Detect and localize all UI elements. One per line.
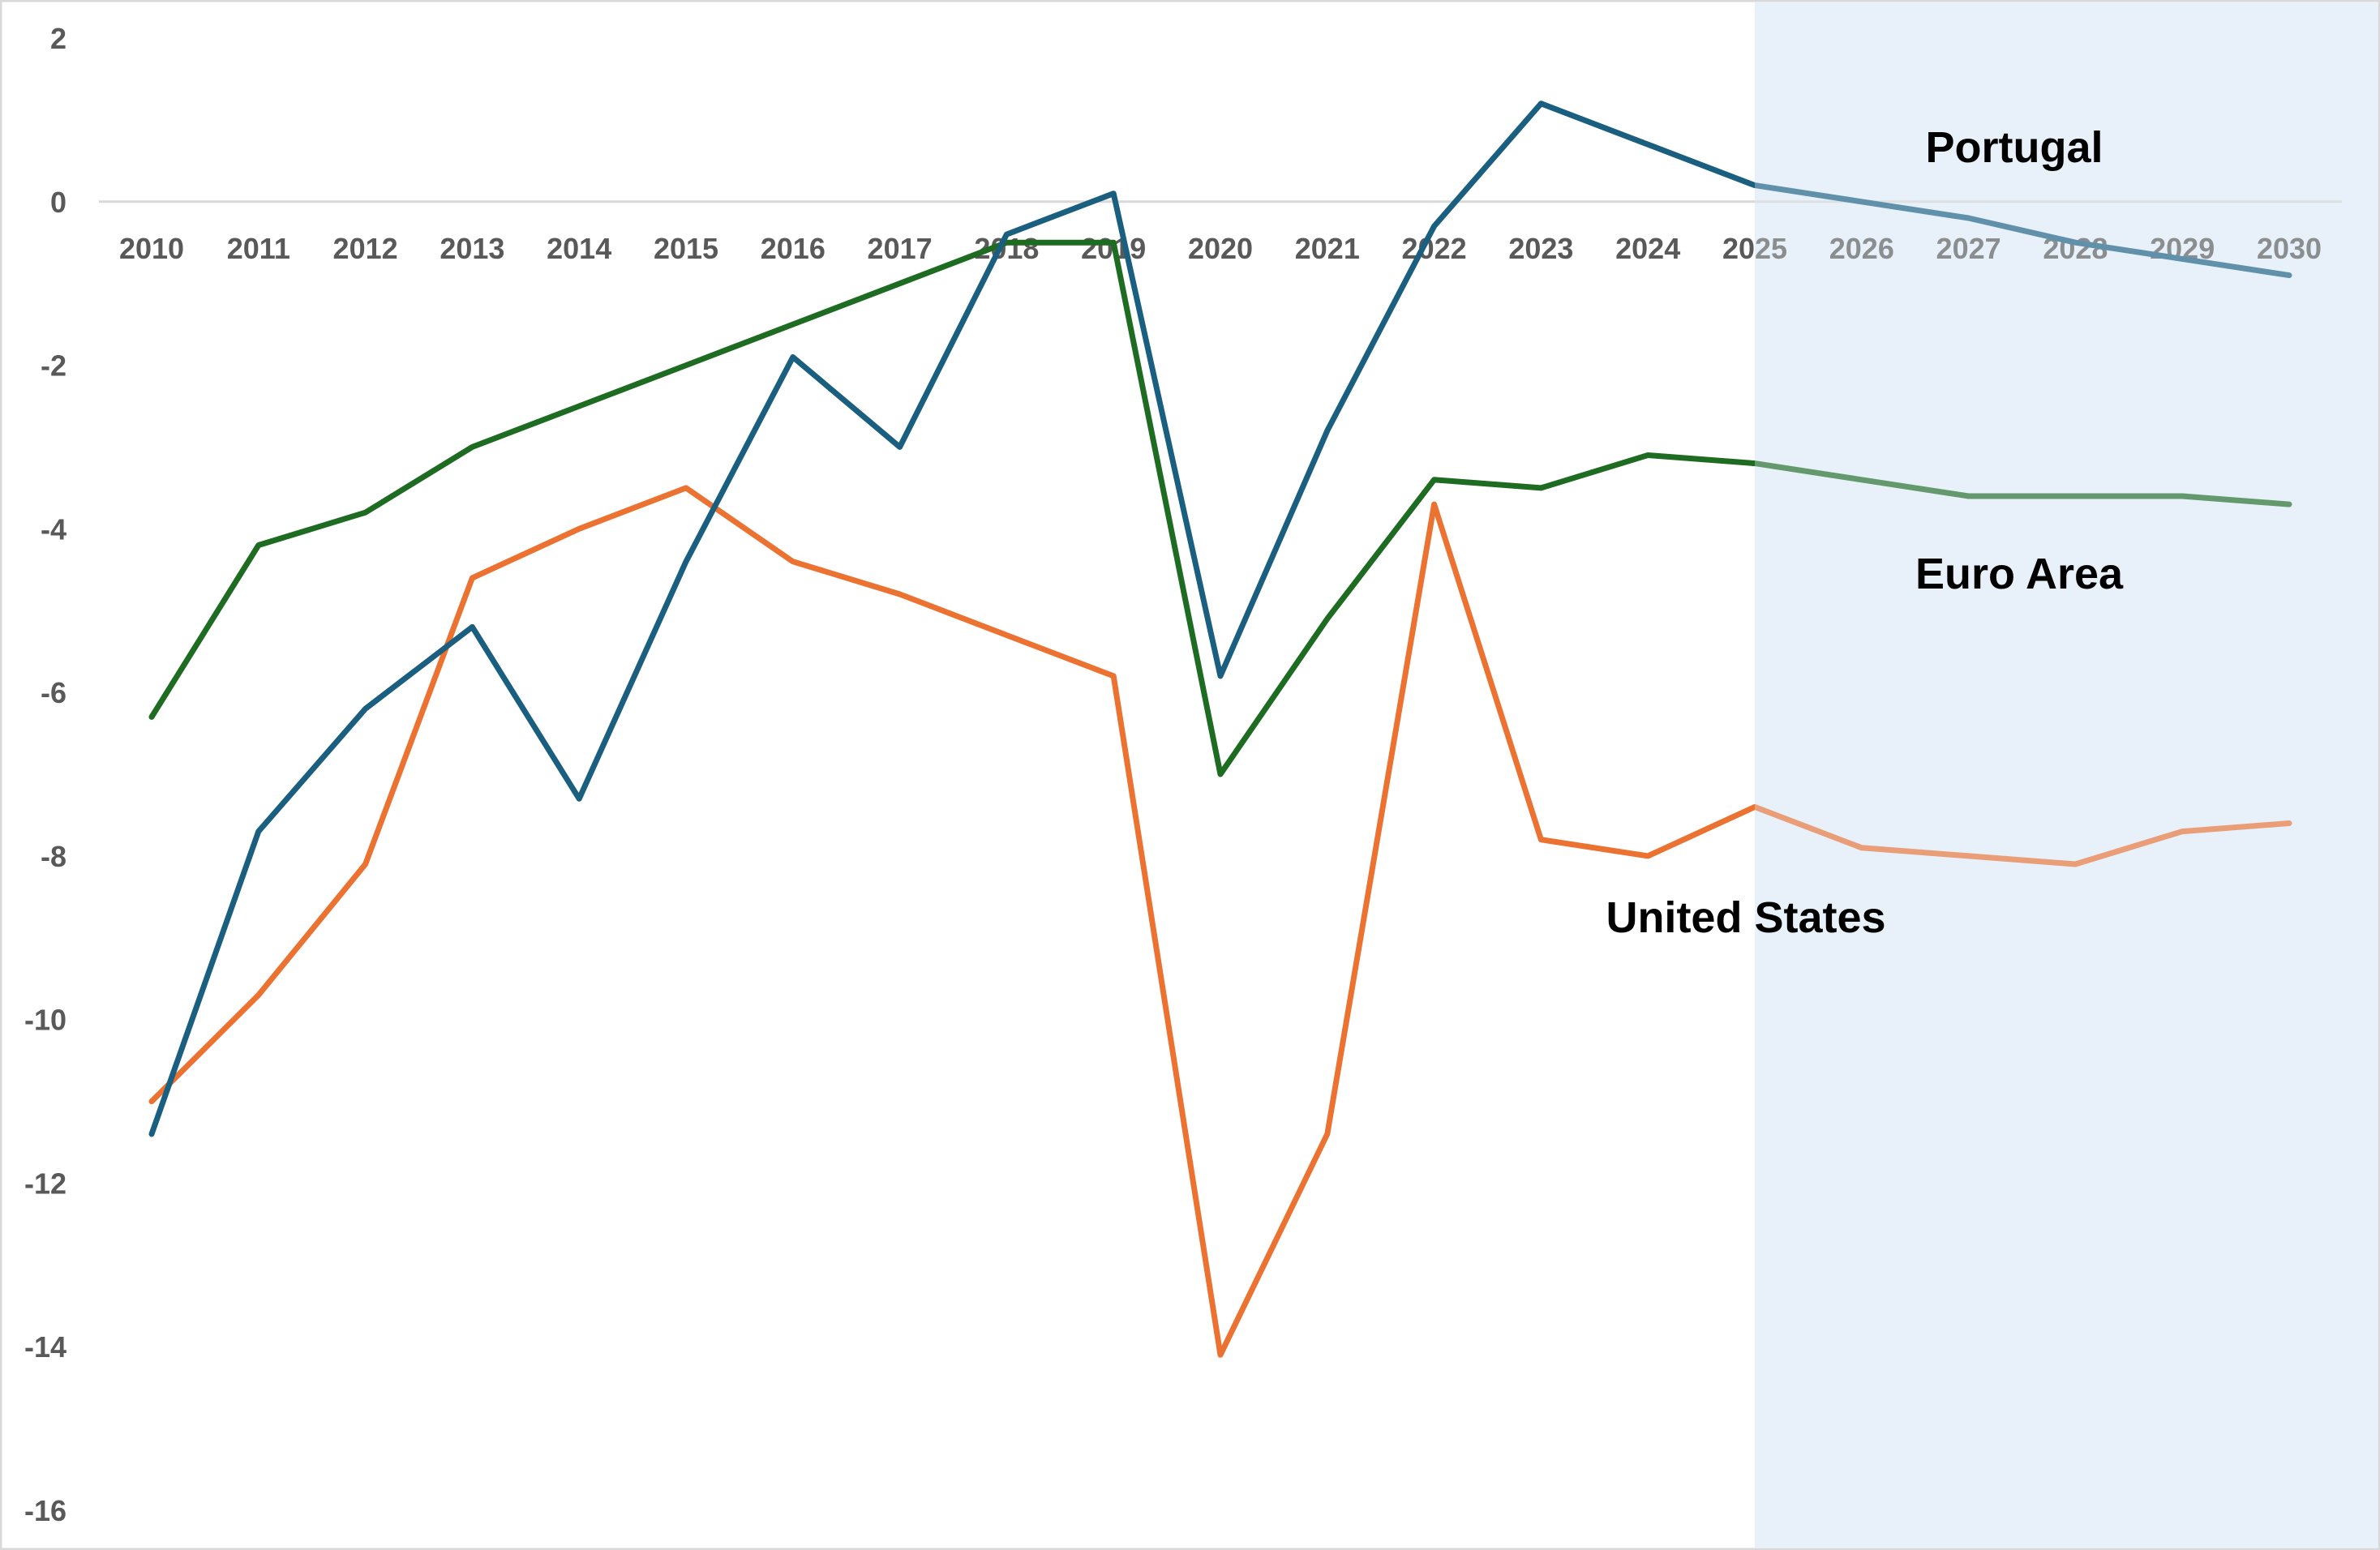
- series-lines: [148, 101, 2292, 1358]
- y-tick-label: -2: [41, 349, 66, 383]
- forecast-shading: [1755, 2, 2378, 1548]
- x-tick-label: 2023: [1508, 232, 1573, 265]
- x-tick-label: 2020: [1188, 232, 1253, 265]
- series-line-united-states: [148, 485, 2292, 1358]
- x-tick-label: 2025: [1722, 232, 1787, 265]
- series-line-portugal: [148, 101, 2292, 1137]
- y-tick-label: -16: [24, 1494, 66, 1527]
- y-tick-label: -4: [41, 512, 66, 546]
- x-tick-label: 2016: [761, 232, 825, 265]
- y-tick-label: -8: [41, 840, 66, 873]
- x-tick-label: 2027: [1936, 232, 2001, 265]
- x-tick-label: 2030: [2257, 232, 2322, 265]
- label-united-states: United States: [1606, 893, 1885, 942]
- y-tick-label: -10: [24, 1004, 66, 1037]
- y-tick-label: 0: [50, 186, 66, 219]
- y-tick-label: -12: [24, 1167, 66, 1200]
- x-tick-label: 2026: [1829, 232, 1894, 265]
- x-tick-label: 2010: [119, 232, 184, 265]
- x-tick-label: 2022: [1402, 232, 1467, 265]
- y-axis-ticks: 2 0 -2 -4 -6 -8 -10 -12 -14 -16: [24, 22, 66, 1527]
- x-tick-label: 2017: [868, 232, 933, 265]
- x-tick-label: 2014: [547, 232, 611, 265]
- x-tick-label: 2012: [333, 232, 398, 265]
- y-tick-label: -14: [24, 1330, 66, 1364]
- label-portugal: Portugal: [1925, 123, 2103, 172]
- x-tick-label: 2015: [654, 232, 718, 265]
- x-tick-label: 2024: [1615, 232, 1680, 265]
- x-tick-label: 2013: [440, 232, 504, 265]
- label-euro-area: Euro Area: [1915, 550, 2124, 598]
- x-tick-label: 2011: [227, 232, 290, 265]
- x-tick-label: 2021: [1295, 232, 1360, 265]
- y-tick-label: -6: [41, 676, 66, 709]
- series-line-euro-area: [148, 239, 2292, 777]
- forecast-overlay: [1755, 2, 2378, 1548]
- y-tick-label: 2: [50, 22, 66, 55]
